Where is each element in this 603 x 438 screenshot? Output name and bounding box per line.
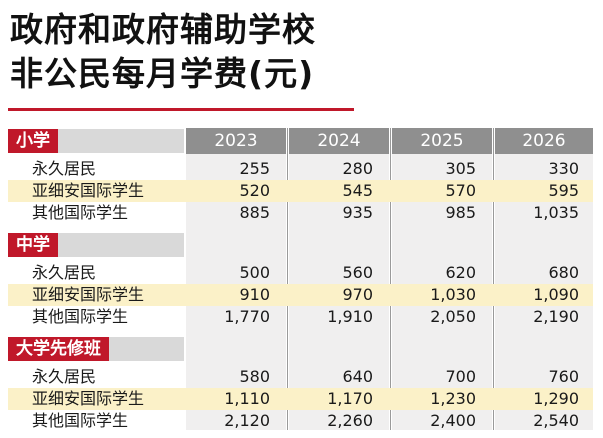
title-underline <box>8 108 354 111</box>
fee-cell: 500 <box>239 263 270 282</box>
fee-cell: 520 <box>239 181 270 200</box>
fee-cell: 620 <box>445 263 476 282</box>
fee-cell: 1,910 <box>327 307 373 326</box>
fee-cell: 1,290 <box>533 389 579 408</box>
section-label: 大学先修班 <box>8 337 109 361</box>
fee-cell: 2,260 <box>327 411 373 430</box>
row-highlight <box>8 284 593 306</box>
fee-cell: 2,050 <box>430 307 476 326</box>
row-label: 亚细安国际学生 <box>32 181 145 200</box>
fee-cell: 885 <box>239 203 270 222</box>
row-label: 永久居民 <box>32 367 97 386</box>
fee-cell: 985 <box>445 203 476 222</box>
year-header: 2025 <box>392 128 492 154</box>
fee-cell: 2,540 <box>533 411 579 430</box>
row-highlight <box>8 388 593 410</box>
year-column-bg <box>186 128 286 430</box>
fee-cell: 595 <box>548 181 579 200</box>
fee-cell: 2,400 <box>430 411 476 430</box>
year-column-bg <box>495 128 593 430</box>
year-column-bg <box>289 128 389 430</box>
fee-cell: 680 <box>548 263 579 282</box>
fee-cell: 580 <box>239 367 270 386</box>
section-label: 中学 <box>8 233 58 257</box>
fee-cell: 2,190 <box>533 307 579 326</box>
row-label: 永久居民 <box>32 159 97 178</box>
title-line-2: 非公民每月学费(元) <box>10 54 315 93</box>
fee-cell: 970 <box>342 285 373 304</box>
column-divider <box>390 128 391 430</box>
fee-cell: 1,110 <box>224 389 270 408</box>
fee-cell: 560 <box>342 263 373 282</box>
column-divider <box>493 128 494 430</box>
fee-cell: 1,770 <box>224 307 270 326</box>
fee-cell: 255 <box>239 159 270 178</box>
row-label: 其他国际学生 <box>32 307 129 326</box>
fee-cell: 910 <box>239 285 270 304</box>
year-header: 2024 <box>289 128 389 154</box>
fee-cell: 305 <box>445 159 476 178</box>
fee-cell: 330 <box>548 159 579 178</box>
fee-cell: 760 <box>548 367 579 386</box>
page-title: 政府和政府辅助学校 非公民每月学费(元) <box>10 8 316 96</box>
row-label: 亚细安国际学生 <box>32 285 145 304</box>
row-label: 其他国际学生 <box>32 203 129 222</box>
row-label: 其他国际学生 <box>32 411 129 430</box>
fee-cell: 700 <box>445 367 476 386</box>
fee-cell: 2,120 <box>224 411 270 430</box>
fee-cell: 935 <box>342 203 373 222</box>
fee-cell: 1,030 <box>430 285 476 304</box>
fee-cell: 1,090 <box>533 285 579 304</box>
row-label: 亚细安国际学生 <box>32 389 145 408</box>
column-divider <box>287 128 288 430</box>
year-header: 2026 <box>495 128 593 154</box>
section-label: 小学 <box>8 129 58 153</box>
fee-cell: 1,035 <box>533 203 579 222</box>
year-header: 2023 <box>186 128 286 154</box>
year-column-bg <box>392 128 492 430</box>
title-line-1: 政府和政府辅助学校 <box>10 10 316 49</box>
fee-cell: 640 <box>342 367 373 386</box>
fee-cell: 570 <box>445 181 476 200</box>
fee-cell: 1,230 <box>430 389 476 408</box>
row-label: 永久居民 <box>32 263 97 282</box>
row-highlight <box>8 180 593 202</box>
fee-cell: 1,170 <box>327 389 373 408</box>
fee-cell: 545 <box>342 181 373 200</box>
fee-cell: 280 <box>342 159 373 178</box>
